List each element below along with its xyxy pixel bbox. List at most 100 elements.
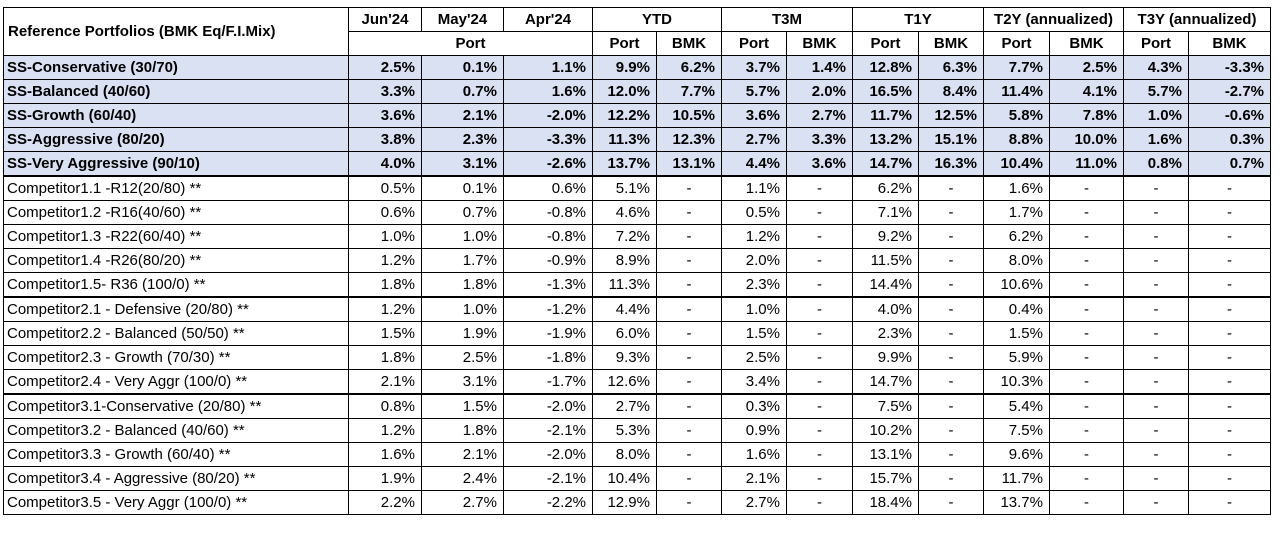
value-cell: 10.4% bbox=[983, 151, 1050, 177]
value-cell: - bbox=[1049, 442, 1124, 467]
value-cell: 11.3% bbox=[592, 272, 657, 298]
value-cell: 2.3% bbox=[852, 321, 919, 346]
bmk-header: BMK bbox=[918, 31, 984, 56]
value-cell: 2.1% bbox=[348, 369, 422, 395]
bmk-header: BMK bbox=[656, 31, 722, 56]
value-cell: 5.9% bbox=[983, 345, 1050, 370]
value-cell: 12.0% bbox=[592, 79, 657, 104]
value-cell: 13.2% bbox=[852, 127, 919, 152]
value-cell: 0.5% bbox=[348, 175, 422, 201]
value-cell: 9.2% bbox=[852, 224, 919, 249]
table-row: Competitor3.1-Conservative (20/80) ** 0.8… bbox=[3, 393, 1271, 419]
value-cell: 1.9% bbox=[348, 466, 422, 491]
table-row: Competitor2.4 - Very Aggr (100/0) ** 2.1%… bbox=[3, 369, 1271, 395]
value-cell: 6.2% bbox=[983, 224, 1050, 249]
value-cell: - bbox=[1188, 200, 1271, 225]
value-cell: 11.0% bbox=[1049, 151, 1124, 177]
value-cell: - bbox=[918, 345, 984, 370]
value-cell: 3.6% bbox=[721, 103, 787, 128]
portfolio-name: SS-Very Aggressive (90/10) bbox=[3, 151, 349, 177]
value-cell: - bbox=[786, 321, 853, 346]
value-cell: 0.5% bbox=[721, 200, 787, 225]
value-cell: 7.5% bbox=[983, 418, 1050, 443]
portfolio-name: SS-Balanced (40/60) bbox=[3, 79, 349, 104]
table-row: Competitor1.1 -R12(20/80) ** 0.5% 0.1% 0.6%… bbox=[3, 175, 1271, 201]
value-cell: - bbox=[1188, 248, 1271, 273]
value-cell: 1.2% bbox=[348, 296, 422, 322]
value-cell: 1.2% bbox=[348, 418, 422, 443]
value-cell: - bbox=[786, 490, 853, 515]
value-cell: 1.5% bbox=[721, 321, 787, 346]
value-cell: 8.4% bbox=[918, 79, 984, 104]
portfolio-name: Competitor3.5 - Very Aggr (100/0) ** bbox=[3, 490, 349, 515]
port-header: Port bbox=[592, 31, 657, 56]
value-cell: - bbox=[656, 369, 722, 395]
value-cell: 2.0% bbox=[721, 248, 787, 273]
value-cell: 6.0% bbox=[592, 321, 657, 346]
value-cell: - bbox=[786, 393, 853, 419]
value-cell: 2.7% bbox=[592, 393, 657, 419]
value-cell: 5.7% bbox=[1123, 79, 1189, 104]
port-header: Port bbox=[348, 31, 593, 56]
value-cell: 16.3% bbox=[918, 151, 984, 177]
value-cell: - bbox=[1123, 248, 1189, 273]
value-cell: - bbox=[1188, 345, 1271, 370]
value-cell: 13.1% bbox=[852, 442, 919, 467]
value-cell: - bbox=[786, 200, 853, 225]
value-cell: 3.3% bbox=[348, 79, 422, 104]
value-cell: 15.7% bbox=[852, 466, 919, 491]
table-corner-title: Reference Portfolios (BMK Eq/F.I.Mix) bbox=[3, 7, 349, 56]
value-cell: -0.8% bbox=[503, 224, 593, 249]
value-cell: 2.5% bbox=[721, 345, 787, 370]
portfolio-name: Competitor3.3 - Growth (60/40) ** bbox=[3, 442, 349, 467]
header-row-periods: Reference Portfolios (BMK Eq/F.I.Mix) Ju… bbox=[3, 7, 1271, 56]
value-cell: - bbox=[656, 418, 722, 443]
period-header: May'24 bbox=[421, 7, 504, 32]
value-cell: -2.2% bbox=[503, 490, 593, 515]
value-cell: 10.3% bbox=[983, 369, 1050, 395]
portfolio-name: Competitor3.1-Conservative (20/80) ** bbox=[3, 393, 349, 419]
table-row: Competitor3.5 - Very Aggr (100/0) ** 2.2%… bbox=[3, 490, 1271, 515]
value-cell: 0.3% bbox=[1188, 127, 1271, 152]
value-cell: - bbox=[918, 442, 984, 467]
value-cell: - bbox=[1049, 369, 1124, 395]
table-row: Competitor1.4 -R26(80/20) ** 1.2% 1.7% -0.9… bbox=[3, 248, 1271, 273]
value-cell: - bbox=[786, 296, 853, 322]
value-cell: - bbox=[786, 466, 853, 491]
value-cell: - bbox=[786, 248, 853, 273]
value-cell: 4.1% bbox=[1049, 79, 1124, 104]
value-cell: 1.5% bbox=[983, 321, 1050, 346]
value-cell: -1.2% bbox=[503, 296, 593, 322]
value-cell: - bbox=[918, 466, 984, 491]
value-cell: -2.1% bbox=[503, 466, 593, 491]
value-cell: 2.7% bbox=[421, 490, 504, 515]
value-cell: 9.3% bbox=[592, 345, 657, 370]
period-header: T3M bbox=[721, 7, 853, 32]
value-cell: 11.4% bbox=[983, 79, 1050, 104]
period-header: YTD bbox=[592, 7, 722, 32]
value-cell: 18.4% bbox=[852, 490, 919, 515]
value-cell: 0.8% bbox=[348, 393, 422, 419]
value-cell: 1.6% bbox=[348, 442, 422, 467]
value-cell: - bbox=[918, 248, 984, 273]
value-cell: 3.8% bbox=[348, 127, 422, 152]
value-cell: - bbox=[1049, 466, 1124, 491]
value-cell: 10.2% bbox=[852, 418, 919, 443]
value-cell: 0.3% bbox=[721, 393, 787, 419]
value-cell: 2.7% bbox=[721, 127, 787, 152]
value-cell: - bbox=[1188, 175, 1271, 201]
period-header: T2Y (annualized) bbox=[983, 7, 1124, 32]
value-cell: 3.7% bbox=[721, 55, 787, 80]
value-cell: 2.5% bbox=[421, 345, 504, 370]
value-cell: 11.7% bbox=[983, 466, 1050, 491]
value-cell: 11.5% bbox=[852, 248, 919, 273]
value-cell: - bbox=[1188, 369, 1271, 395]
portfolio-name: SS-Growth (60/40) bbox=[3, 103, 349, 128]
table-row: SS-Aggressive (80/20) 3.8% 2.3% -3.3% 11.3% 1… bbox=[3, 127, 1271, 152]
value-cell: - bbox=[1123, 490, 1189, 515]
value-cell: - bbox=[656, 248, 722, 273]
portfolio-name: Competitor1.3 -R22(60/40) ** bbox=[3, 224, 349, 249]
value-cell: - bbox=[656, 224, 722, 249]
value-cell: - bbox=[1188, 393, 1271, 419]
port-header: Port bbox=[721, 31, 787, 56]
